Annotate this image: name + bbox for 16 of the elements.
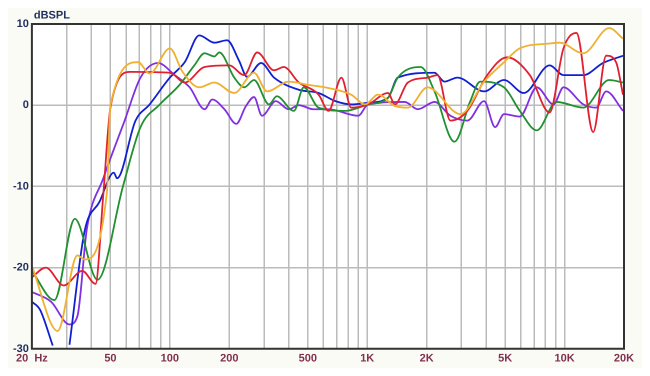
x-tick-label: 10K (554, 352, 575, 364)
x-tick-label: 2K (420, 352, 434, 364)
x-tick-label: 1K (360, 352, 374, 364)
x-tick-label: 500 (298, 352, 317, 364)
x-tick-label: 100 (160, 352, 180, 364)
x-tick-label: 5K (498, 352, 512, 364)
y-tick-label: -20 (12, 262, 29, 274)
x-tick-label: 20 Hz (16, 352, 48, 364)
y-tick-label: 10 (16, 18, 29, 30)
x-tick-label: 50 (104, 352, 117, 364)
y-tick-label: -10 (12, 180, 29, 192)
x-tick-label: 200 (220, 352, 238, 364)
y-axis-title: dBSPL (34, 10, 70, 22)
y-tick-label: -30 (12, 342, 29, 355)
x-tick-label: 20K (614, 352, 634, 364)
y-tick-label: 0 (22, 99, 29, 112)
